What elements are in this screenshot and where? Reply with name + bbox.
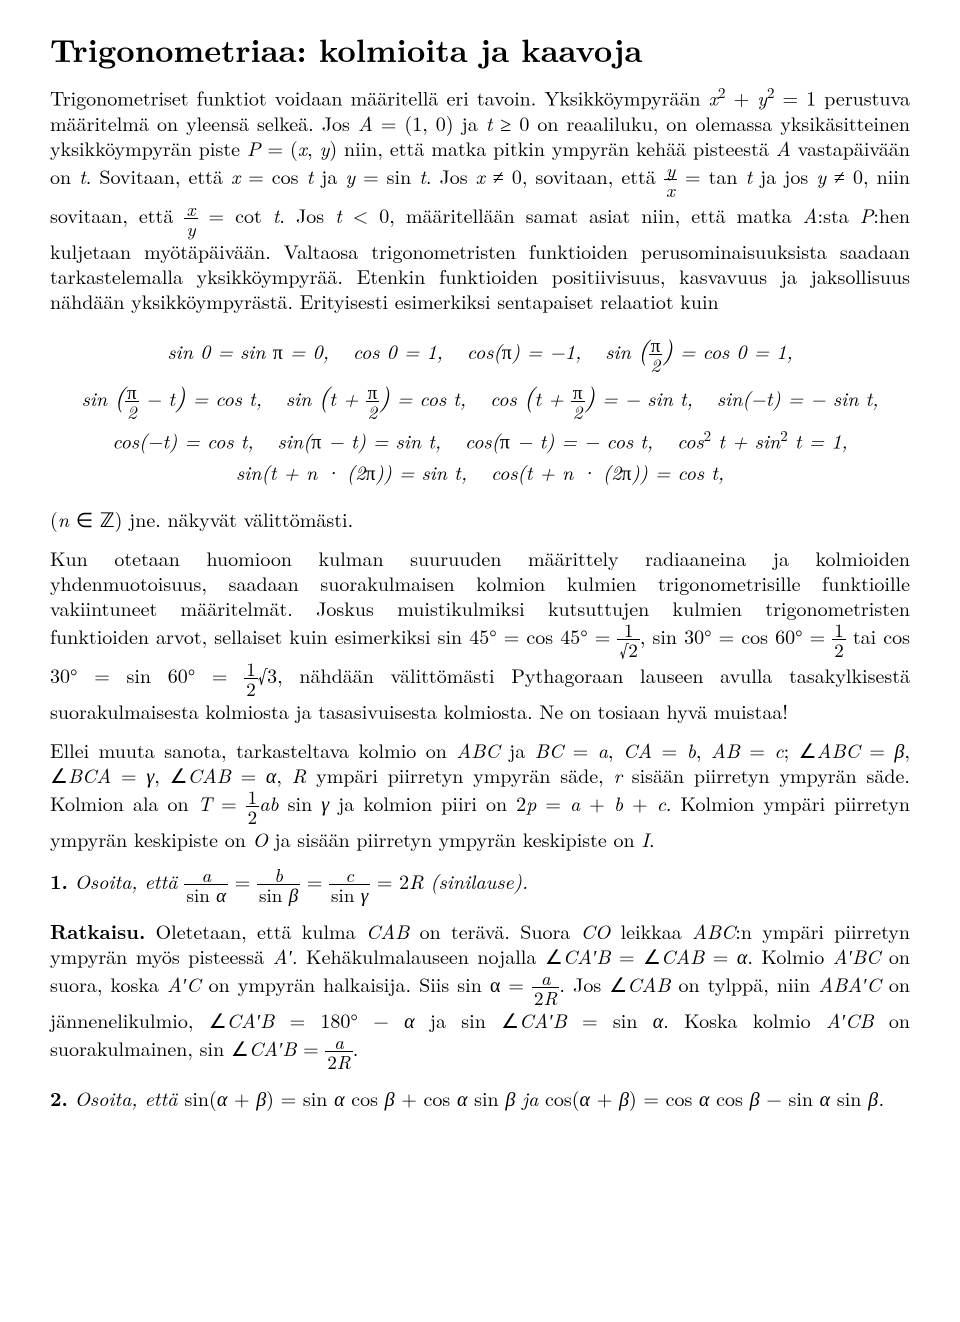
eq-line: sin 0 = sin π = 0,cos 0 = 1,cos(π) = −1,… bbox=[50, 333, 910, 374]
text: ja bbox=[313, 160, 345, 189]
text: , määritellään samat asiat niin, että ma… bbox=[389, 199, 802, 228]
problem-1: 1. Osoita, että asin α = bsin β = csin γ… bbox=[50, 865, 910, 904]
text: , sin 30° = cos 60° = bbox=[640, 621, 832, 650]
eq-line: cos(−t) = cos t,sin(π − t) = sin t,cos(π… bbox=[50, 427, 910, 453]
text: on tylppä, niin bbox=[670, 969, 818, 998]
text: . Kehäkulmalauseen nojalla bbox=[292, 941, 545, 970]
text: ( bbox=[50, 504, 58, 533]
text: . Koska kolmio bbox=[663, 1005, 826, 1034]
problem-label: 1. bbox=[50, 866, 68, 895]
intro-paragraph: Trigonometriset funktiot voidaan määrite… bbox=[50, 84, 910, 313]
eq-line: sin (π2 − t) = cos t,sin (t + π2) = cos … bbox=[50, 380, 910, 421]
text: on ympyrän halkaisija. Siis sin α = bbox=[201, 969, 533, 998]
text: ja jos bbox=[752, 160, 816, 189]
text: niin, että matka pitkin ympyrän kehää pi… bbox=[337, 133, 776, 162]
text: . Jos bbox=[426, 160, 476, 189]
solution-1: Ratkaisu. Oletetaan, että kulma CAB on t… bbox=[50, 918, 910, 1071]
text: . Jos bbox=[559, 969, 609, 998]
after-eq-line: (n ∈ ℤ) jne. näkyvät välittömästi. bbox=[50, 506, 910, 531]
text: Osoita, että bbox=[75, 1083, 185, 1112]
identity-equations: sin 0 = sin π = 0,cos 0 = 1,cos(π) = −1,… bbox=[50, 333, 910, 484]
text: . Jos bbox=[279, 199, 335, 228]
text: . bbox=[878, 1083, 884, 1112]
eq-line: sin(t + n · (2π)) = sin t,cos(t + n · (2… bbox=[50, 459, 910, 484]
problem-label: 2. bbox=[50, 1083, 68, 1112]
problem-2: 2. Osoita, että sin(α + β) = sin α cos β… bbox=[50, 1085, 910, 1110]
body-paragraph: Ellei muuta sanota, tarkasteltava kolmio… bbox=[50, 737, 910, 851]
text: ja sin bbox=[415, 1005, 502, 1034]
body-paragraph: Kun otetaan huomioon kulman suuruuden mä… bbox=[50, 545, 910, 723]
text: :sta bbox=[818, 199, 860, 228]
text: ympäri piirretyn ympyrän säde, bbox=[306, 760, 613, 789]
text: ja kolmion piiri on bbox=[329, 788, 516, 817]
text: (sinilause). bbox=[430, 866, 528, 895]
text: , sovitaan, että bbox=[522, 160, 664, 189]
text: ) jne. näkyvät välittömästi. bbox=[115, 504, 353, 533]
page-title: Trigonometriaa: kolmioita ja kaavoja bbox=[50, 30, 910, 70]
text: . Sovitaan, että bbox=[86, 160, 231, 189]
text: . Kolmio bbox=[747, 941, 832, 970]
text: ja sisään piirretyn ympyrän keskipiste o… bbox=[268, 824, 641, 853]
text: Osoita, että bbox=[75, 866, 185, 895]
